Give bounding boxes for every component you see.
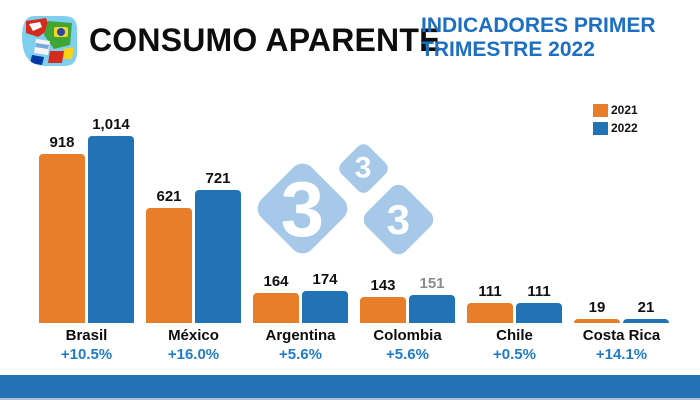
value-label-2021-colombia: 143 [370, 276, 396, 294]
value-label-2021-brasil: 918 [49, 133, 75, 151]
value-label-2022-colombia: 151 [419, 275, 445, 293]
value-label-2021-argentina: 164 [263, 272, 289, 290]
chart-legend: 2021 2022 [593, 103, 638, 139]
value-label-2021-costa-rica: 19 [588, 299, 606, 317]
value-label-2022-méxico: 721 [205, 170, 231, 188]
bar-2022-méxico [195, 190, 241, 323]
bar-2022-colombia [409, 295, 455, 323]
value-label-2021-chile: 111 [478, 282, 502, 300]
legend-item-2021: 2021 [593, 103, 638, 117]
growth-label-costa-rica: +14.1% [595, 346, 648, 363]
growth-label-argentina: +5.6% [279, 346, 322, 363]
bar-2022-argentina [302, 290, 348, 323]
growth-label-brasil: +10.5% [60, 346, 113, 363]
bar-2021-brasil [39, 153, 85, 323]
bar-2022-chile [516, 302, 562, 323]
legend-swatch-2022 [593, 121, 608, 135]
bar-2021-costa-rica [574, 319, 620, 323]
footer-bar [0, 375, 700, 398]
value-label-2022-brasil: 1,014 [92, 116, 130, 133]
value-label-2022-chile: 111 [527, 282, 551, 300]
legend-swatch-2021 [593, 103, 608, 117]
page-subtitle: INDICADORES PRIMER TRIMESTRE 2022 [421, 14, 656, 61]
category-label-argentina: Argentina [265, 327, 336, 344]
growth-label-chile: +0.5% [493, 346, 536, 363]
growth-label-méxico: +16.0% [167, 346, 220, 363]
legend-label-2021: 2021 [611, 103, 638, 117]
logo-icon [20, 15, 78, 67]
page-title: CONSUMO APARENTE [89, 22, 441, 58]
growth-label-colombia: +5.6% [386, 346, 429, 363]
bar-2021-argentina [253, 292, 299, 323]
value-label-2022-costa-rica: 21 [637, 299, 655, 317]
bar-2022-brasil [88, 136, 134, 323]
category-label-brasil: Brasil [65, 327, 108, 344]
bar-2021-méxico [146, 208, 192, 323]
bar-2021-colombia [360, 296, 406, 323]
category-label-méxico: México [168, 327, 219, 344]
category-label-costa-rica: Costa Rica [582, 327, 661, 344]
legend-item-2022: 2022 [593, 121, 638, 135]
bar-2021-chile [467, 302, 513, 323]
bar-2022-costa-rica [623, 319, 669, 323]
footer-edge-line [0, 398, 700, 400]
category-label-colombia: Colombia [373, 327, 442, 344]
value-label-2021-méxico: 621 [156, 188, 182, 206]
category-label-chile: Chile [496, 327, 533, 344]
legend-label-2022: 2022 [611, 121, 638, 135]
value-label-2022-argentina: 174 [312, 270, 338, 288]
